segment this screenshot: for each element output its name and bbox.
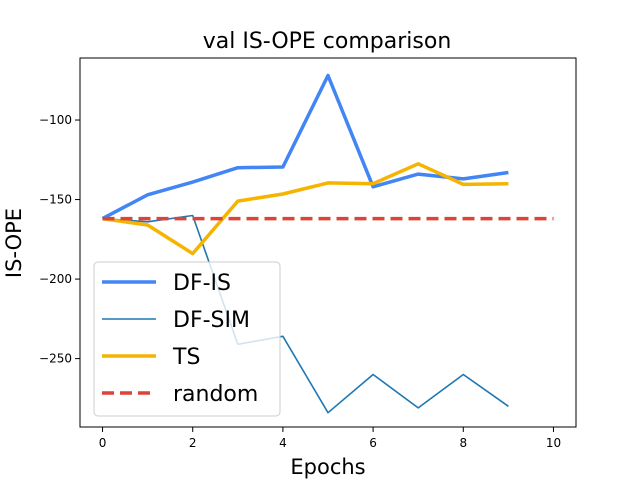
x-tick-label: 6: [369, 436, 377, 450]
legend-label: DF-SIM: [173, 308, 250, 333]
y-tick-label: −200: [39, 272, 72, 286]
y-axis-label: IS-OPE: [2, 208, 26, 278]
x-tick-label: 0: [99, 436, 107, 450]
series-line-df-is: [101, 73, 509, 221]
x-tick-label: 10: [546, 436, 561, 450]
x-tick-label: 4: [279, 436, 287, 450]
legend-label: DF-IS: [173, 271, 231, 296]
y-tick-label: −250: [39, 352, 72, 366]
legend: DF-IS DF-SIM TS random: [93, 261, 281, 417]
legend-label: TS: [172, 345, 200, 370]
x-tick-label: 2: [189, 436, 197, 450]
x-tick-label: 8: [459, 436, 467, 450]
series-line-ts: [102, 162, 509, 256]
legend-box: [93, 261, 281, 417]
series-layer: [101, 73, 554, 414]
y-tick-label: −100: [39, 113, 72, 127]
series-line-df-sim: [102, 214, 509, 414]
axis-ticks: 0 2 4 6 8 10 −250 −200 −150 −100: [39, 113, 561, 450]
chart-title: val IS-OPE comparison: [203, 29, 452, 54]
legend-label: random: [173, 382, 258, 407]
y-tick-label: −150: [39, 193, 72, 207]
x-axis-label: Epochs: [290, 455, 365, 479]
